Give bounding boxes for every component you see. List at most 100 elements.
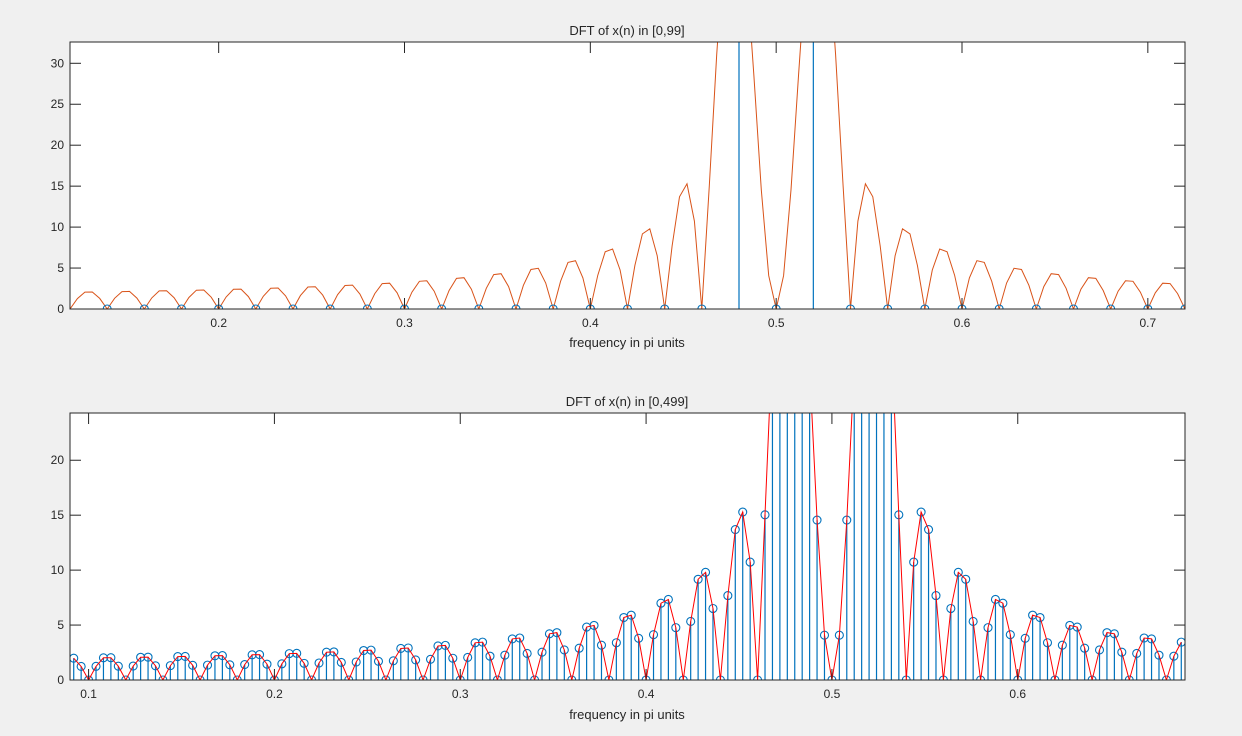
dft-marker <box>611 638 621 648</box>
dft-marker <box>656 598 666 608</box>
dft-marker <box>1169 651 1179 661</box>
dft-marker <box>1094 645 1105 655</box>
dft-marker <box>1005 630 1015 640</box>
dft-marker <box>388 656 398 666</box>
y-tick-label: 15 <box>51 179 65 193</box>
x-tick-label: 0.4 <box>638 687 655 701</box>
dft-marker <box>648 630 659 640</box>
dft-marker <box>998 598 1008 608</box>
dft-marker <box>1080 643 1090 653</box>
dft-marker <box>1050 675 1060 680</box>
bottom-title: DFT of x(n) in [0,499] <box>566 394 689 409</box>
dft-marker <box>500 650 510 660</box>
top-plot-area <box>70 42 1185 309</box>
dft-marker <box>485 651 495 661</box>
dft-marker <box>916 507 926 517</box>
x-tick-label: 0.5 <box>768 316 785 330</box>
dft-marker <box>150 661 161 671</box>
dft-marker <box>596 640 607 650</box>
dft-marker <box>1154 650 1164 660</box>
dft-marker <box>697 304 707 309</box>
x-tick-label: 0.1 <box>80 687 97 701</box>
dft-marker <box>990 594 1001 605</box>
dft-marker <box>1072 622 1082 632</box>
dft-marker <box>158 675 168 680</box>
dft-marker <box>567 675 577 680</box>
top-xlabel: frequency in pi units <box>569 335 685 350</box>
dft-marker <box>492 675 502 680</box>
dft-marker <box>277 659 287 669</box>
dft-marker <box>288 304 298 309</box>
dft-marker <box>373 656 384 666</box>
dft-marker <box>511 304 521 309</box>
dft-marker <box>1020 633 1030 643</box>
dft-marker <box>425 654 436 664</box>
dft-marker <box>522 648 532 659</box>
dft-marker <box>240 660 250 670</box>
dft-marker <box>887 335 895 343</box>
dft-marker <box>678 675 688 680</box>
x-tick-label: 0.5 <box>824 687 841 701</box>
top-axes[interactable]: 0.2 0.3 0.4 0.5 0.6 0.7 0 5 10 15 20 25 30 DFT of x(… <box>51 0 1189 350</box>
dft-marker <box>165 661 175 671</box>
bottom-ticks: 0.1 0.2 0.3 0.4 0.5 0.6 0 5 10 15 20 <box>51 413 1185 701</box>
dft-marker <box>1087 675 1097 680</box>
y-tick-label: 15 <box>51 508 65 522</box>
y-tick-label: 10 <box>51 563 65 577</box>
dft-marker <box>70 653 79 663</box>
dft-marker <box>351 657 361 667</box>
dft-marker <box>299 658 309 668</box>
dft-marker <box>559 645 569 655</box>
dft-marker <box>325 304 335 309</box>
dft-marker <box>176 304 187 309</box>
dft-marker <box>1109 629 1119 639</box>
x-tick-label: 0.2 <box>210 316 227 330</box>
dft-marker <box>530 675 540 680</box>
dft-marker <box>552 628 562 638</box>
dft-marker <box>195 675 205 680</box>
dft-marker <box>806 363 814 371</box>
x-tick-label: 0.7 <box>1139 316 1156 330</box>
dft-marker <box>845 304 856 309</box>
dft-marker <box>622 304 633 309</box>
dft-marker <box>850 363 858 371</box>
top-plot-content <box>70 42 1185 309</box>
dft-marker <box>1176 637 1185 647</box>
dft-marker <box>634 633 644 643</box>
dft-marker <box>463 652 473 663</box>
y-tick-label: 5 <box>57 618 64 632</box>
dft-marker <box>671 623 681 633</box>
dft-marker <box>883 304 893 309</box>
dft-marker <box>418 675 428 680</box>
dft-marker <box>589 620 599 630</box>
y-tick-label: 5 <box>57 261 64 275</box>
dft-marker <box>1106 304 1116 309</box>
x-tick-label: 0.6 <box>1009 687 1026 701</box>
bottom-axes[interactable]: 0.1 0.2 0.3 0.4 0.5 0.6 0 5 10 15 20 DFT of x(n) i… <box>51 116 1186 722</box>
dft-marker <box>381 675 391 680</box>
dft-marker <box>961 574 971 584</box>
dft-marker <box>768 335 776 343</box>
top-ticks: 0.2 0.3 0.4 0.5 0.6 0.7 0 5 10 15 20 25 30 <box>51 42 1185 330</box>
dft-marker <box>336 657 346 667</box>
dft-marker <box>968 616 978 627</box>
dft-marker <box>202 660 213 670</box>
y-tick-label: 20 <box>51 138 65 152</box>
top-title: DFT of x(n) in [0,99] <box>569 23 684 38</box>
dft-marker <box>994 304 1004 309</box>
dft-marker <box>700 567 711 577</box>
dft-marker <box>1042 638 1053 648</box>
dft-marker <box>188 660 198 670</box>
bottom-xlabel: frequency in pi units <box>569 707 685 722</box>
dft-marker <box>113 661 123 671</box>
dft-marker <box>344 675 354 680</box>
dft-marker <box>314 658 324 668</box>
dft-marker <box>1035 612 1045 623</box>
dft-marker <box>1124 675 1134 680</box>
dft-marker <box>251 304 261 309</box>
dft-marker <box>76 661 86 672</box>
dft-marker <box>232 675 242 680</box>
dft-marker <box>983 623 993 633</box>
x-tick-label: 0.3 <box>396 316 413 330</box>
